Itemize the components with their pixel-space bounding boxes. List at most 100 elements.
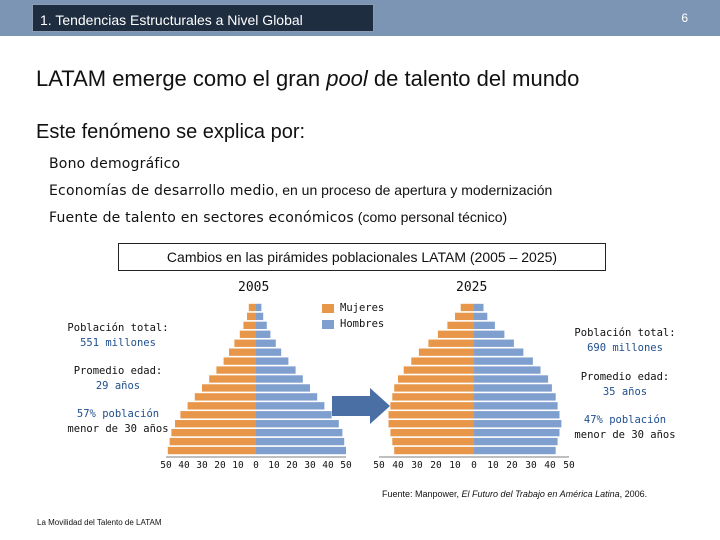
bar-men-70-74 [256,321,267,330]
bar-men-45-49 [256,366,296,374]
bar-men-55-59 [474,348,524,356]
bar-women-25-29 [187,402,256,410]
right-arrow-icon [332,388,390,424]
x-tick-label: 30 [411,460,423,471]
slide-title: LATAM emerge como el gran pool de talent… [36,66,579,92]
bar-women-0-4 [167,446,256,455]
source-title: El Futuro del Trabajo en América Latina [461,489,620,499]
stat-label: menor de 30 años [574,429,676,441]
bar-women-50-54 [411,357,474,365]
bar-women-60-64 [234,339,256,347]
footer-text: La Movilidad del Talento de LATAM [37,518,162,527]
bar-men-10-14 [256,428,343,437]
bar-women-75-79 [247,312,256,321]
bar-men-15-19 [256,420,339,428]
legend-swatch-men [322,319,334,329]
x-tick-label: 40 [392,460,404,471]
bar-men-65-69 [474,330,505,338]
stat-label: Población total: [574,327,676,339]
page-number: 6 [681,11,688,25]
bar-women-65-69 [437,330,474,338]
stat-age-2005: Promedio edad: 29 años [58,364,178,394]
bar-men-75-79 [474,312,488,321]
source-prefix: Fuente: Manpower, [382,489,462,499]
bar-women-75-79 [455,312,474,321]
bar-men-25-29 [256,402,325,410]
bar-men-10-14 [474,428,560,437]
stat-age-2025: Promedio edad: 35 años [565,370,685,400]
pyramid-2005: 50 40 30 20 10 0 10 20 30 40 50 [160,303,352,471]
x-tick-label: 10 [268,460,280,471]
source-note: Fuente: Manpower, El Futuro del Trabajo … [382,489,647,499]
bar-men-80+ [474,303,484,312]
bar-men-50-54 [474,357,533,365]
bar-men-20-24 [256,411,332,419]
year-label-2025: 2025 [456,280,488,295]
stat-label: Promedio edad: [73,365,163,377]
x-tick-label: 40 [544,460,556,471]
bar-men-70-74 [474,321,495,330]
stat-value: 57% población [76,408,160,420]
bullet-item: Economías de desarrollo medio, en un pro… [49,177,552,204]
bar-women-0-4 [394,446,474,455]
pyramid-box-title: Cambios en las pirámides poblacionales L… [118,243,606,271]
x-tick-label: 20 [214,460,226,471]
bar-women-60-64 [428,339,474,347]
x-tick-label: 0 [471,460,477,471]
bar-women-30-34 [392,393,474,401]
bar-women-40-44 [209,375,256,383]
top-bar: 1. Tendencias Estructurales a Nivel Glob… [0,0,720,36]
stat-value: 35 años [602,386,648,398]
bar-women-65-69 [239,330,256,338]
bar-men-55-59 [256,348,282,356]
bar-men-25-29 [474,402,558,410]
x-tick-label: 10 [449,460,461,471]
bar-men-40-44 [474,375,549,383]
year-label-2005: 2005 [238,280,270,295]
x-tick-label: 30 [525,460,537,471]
bar-women-15-19 [388,420,474,428]
x-tick-label: 20 [286,460,298,471]
bar-women-20-24 [388,411,474,419]
bullet-rest: , en un proceso de apertura y modernizac… [274,182,553,198]
pyramid-2025: 50 40 30 20 10 0 10 20 30 40 50 [373,303,575,471]
bar-men-65-69 [256,330,271,338]
x-tick-label: 20 [430,460,442,471]
x-tick-label: 40 [322,460,334,471]
x-tick-label: 0 [253,460,259,471]
bar-men-35-39 [474,384,552,392]
legend-swatch-women [322,303,334,313]
bar-women-35-39 [394,384,474,392]
bar-men-50-54 [256,357,289,365]
bar-men-5-9 [256,437,345,446]
stat-label: menor de 30 años [67,423,169,435]
title-text-end: de talento del mundo [367,66,580,91]
stat-value: 29 años [95,380,141,392]
stat-value: 690 millones [587,342,663,354]
bar-women-10-14 [171,428,256,437]
bar-women-30-34 [194,393,256,401]
bullet-bold: Economías de desarrollo medio [49,183,275,199]
bar-men-5-9 [474,437,558,446]
bar-men-60-64 [256,339,276,347]
bar-women-35-39 [202,384,256,392]
bar-men-60-64 [474,339,514,347]
bar-men-35-39 [256,384,310,392]
bar-men-0-4 [474,446,556,455]
stat-label: Promedio edad: [580,371,670,383]
bullet-item: Bono demográfico [49,150,552,177]
bar-women-45-49 [216,366,256,374]
x-tick-label: 10 [487,460,499,471]
bar-men-30-34 [474,393,556,401]
x-tick-label: 30 [196,460,208,471]
legend-label: Mujeres [340,302,385,314]
bar-women-5-9 [169,437,256,446]
legend-label: Hombres [340,318,385,330]
title-italic-word: pool [326,66,368,91]
bar-women-10-14 [390,428,474,437]
bar-men-20-24 [474,411,560,419]
x-tick-label: 50 [340,460,352,471]
bar-men-75-79 [256,312,264,321]
source-suffix: , 2006. [619,489,648,499]
title-text-start: LATAM emerge como el gran [36,66,327,91]
